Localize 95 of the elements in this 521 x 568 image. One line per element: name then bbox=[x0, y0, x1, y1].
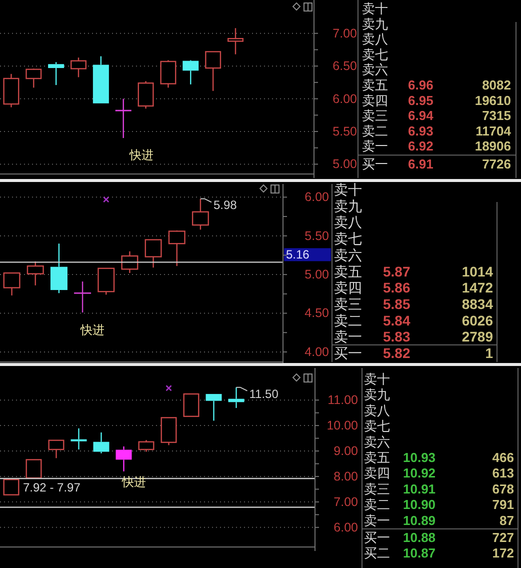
category-label: 卖八 bbox=[334, 214, 362, 230]
y-tick-label: 7.00 bbox=[334, 494, 358, 509]
data-label: 10.91 bbox=[403, 481, 436, 496]
y-tick-label: 9.00 bbox=[334, 444, 358, 458]
category-label: 卖一 bbox=[362, 138, 388, 154]
data-label: 87 bbox=[500, 512, 514, 528]
data-label: 5.83 bbox=[383, 328, 410, 345]
data-label: 6.93 bbox=[408, 123, 434, 138]
data-label: 2789 bbox=[462, 328, 494, 345]
y-tick-label: 4.00 bbox=[304, 344, 330, 359]
category-label: 买一 bbox=[362, 156, 388, 172]
data-label: 10.89 bbox=[403, 512, 436, 528]
annotation: 5.98 bbox=[213, 198, 238, 212]
category-label: 卖七 bbox=[362, 46, 388, 62]
category-label: 卖十 bbox=[364, 372, 390, 386]
data-label: 172 bbox=[492, 546, 514, 561]
category-label: 卖九 bbox=[364, 387, 390, 402]
category-label: 卖一 bbox=[334, 328, 362, 345]
data-label: 11704 bbox=[476, 123, 512, 138]
annotation: 快进 bbox=[128, 148, 154, 162]
category-label: 买一 bbox=[334, 345, 362, 361]
data-label: 6.91 bbox=[408, 156, 434, 172]
y-tick-label: 6.00 bbox=[332, 92, 358, 106]
y-tick-label: 5.00 bbox=[304, 268, 330, 282]
data-label: 10.88 bbox=[403, 530, 436, 545]
data-label: 6.94 bbox=[408, 108, 434, 124]
data-label: 727 bbox=[492, 530, 514, 545]
data-label: 7315 bbox=[482, 108, 511, 124]
data-label: 5.85 bbox=[383, 296, 410, 312]
category-label: 卖四 bbox=[364, 466, 390, 481]
data-label: 791 bbox=[492, 497, 514, 512]
data-label: 466 bbox=[492, 450, 514, 465]
data-label: 6.95 bbox=[408, 92, 434, 108]
data-label: 7726 bbox=[482, 156, 511, 172]
y-tick-label: 6.00 bbox=[304, 190, 330, 204]
data-label: 1 bbox=[485, 345, 494, 361]
ref-line-label: 7.92 - 7.97 bbox=[23, 480, 81, 495]
category-label: 卖八 bbox=[362, 32, 388, 47]
category-label: 买二 bbox=[364, 546, 390, 561]
y-tick-label: 8.00 bbox=[334, 469, 358, 484]
category-label: 卖二 bbox=[362, 123, 388, 138]
category-label: 卖四 bbox=[362, 92, 388, 108]
category-label: 卖八 bbox=[364, 402, 390, 418]
category-label: 卖十 bbox=[334, 182, 362, 198]
category-label: 卖四 bbox=[334, 280, 362, 296]
y-tick-label: 5.50 bbox=[332, 124, 358, 138]
category-label: 卖五 bbox=[364, 450, 390, 465]
data-label: 1472 bbox=[462, 280, 494, 296]
category-label: 卖六 bbox=[364, 434, 390, 450]
annotation: 11.50 bbox=[249, 386, 279, 401]
data-label: 10.93 bbox=[403, 450, 436, 465]
data-label: 5.84 bbox=[383, 312, 410, 328]
y-tick-label: 5.50 bbox=[304, 228, 330, 243]
category-label: 卖三 bbox=[334, 296, 362, 312]
data-label: 10.90 bbox=[403, 497, 436, 512]
category-label: 卖三 bbox=[364, 481, 390, 496]
data-label: 678 bbox=[492, 481, 514, 496]
y-tick-label: 10.00 bbox=[326, 418, 358, 433]
category-label: 卖一 bbox=[364, 512, 390, 528]
category-label: 卖十 bbox=[362, 1, 388, 16]
y-tick-label: 4.50 bbox=[304, 306, 330, 320]
category-label: 卖二 bbox=[334, 312, 362, 328]
y-tick-label: 7.00 bbox=[332, 26, 358, 40]
category-label: 卖六 bbox=[362, 62, 388, 78]
category-label: 卖五 bbox=[362, 78, 388, 92]
data-label: 6.96 bbox=[408, 78, 434, 92]
data-label: 5.82 bbox=[383, 345, 410, 361]
category-label: 卖五 bbox=[334, 263, 362, 280]
data-label: 10.87 bbox=[403, 546, 436, 561]
category-label: 卖六 bbox=[334, 246, 362, 263]
data-label: 5.87 bbox=[383, 263, 410, 280]
data-label: 1014 bbox=[462, 263, 494, 280]
annotation: 快进 bbox=[79, 323, 104, 337]
data-label: 8834 bbox=[462, 296, 494, 312]
category-label: 卖九 bbox=[334, 198, 362, 214]
data-label: 18906 bbox=[474, 138, 511, 154]
y-tick-label: 5.00 bbox=[332, 157, 358, 172]
data-label: 10.92 bbox=[403, 466, 436, 481]
category-label: 买一 bbox=[364, 530, 390, 545]
ref-line-label: 5.16 bbox=[286, 248, 310, 262]
category-label: 卖七 bbox=[334, 230, 362, 247]
category-label: 卖九 bbox=[362, 16, 388, 32]
annotation: 快进 bbox=[120, 475, 146, 489]
data-label: 6026 bbox=[462, 312, 494, 328]
category-label: 卖三 bbox=[362, 108, 388, 124]
y-tick-label: 6.50 bbox=[332, 59, 358, 74]
data-label: 6.92 bbox=[408, 138, 434, 154]
data-label: 613 bbox=[492, 466, 514, 481]
data-label: 8082 bbox=[482, 78, 511, 92]
category-label: 卖七 bbox=[364, 418, 390, 434]
data-label: 19610 bbox=[474, 92, 511, 108]
data-label: 5.86 bbox=[383, 280, 410, 296]
y-tick-label: 11.00 bbox=[328, 393, 358, 408]
category-label: 卖二 bbox=[364, 497, 390, 512]
y-tick-label: 6.00 bbox=[334, 520, 358, 534]
